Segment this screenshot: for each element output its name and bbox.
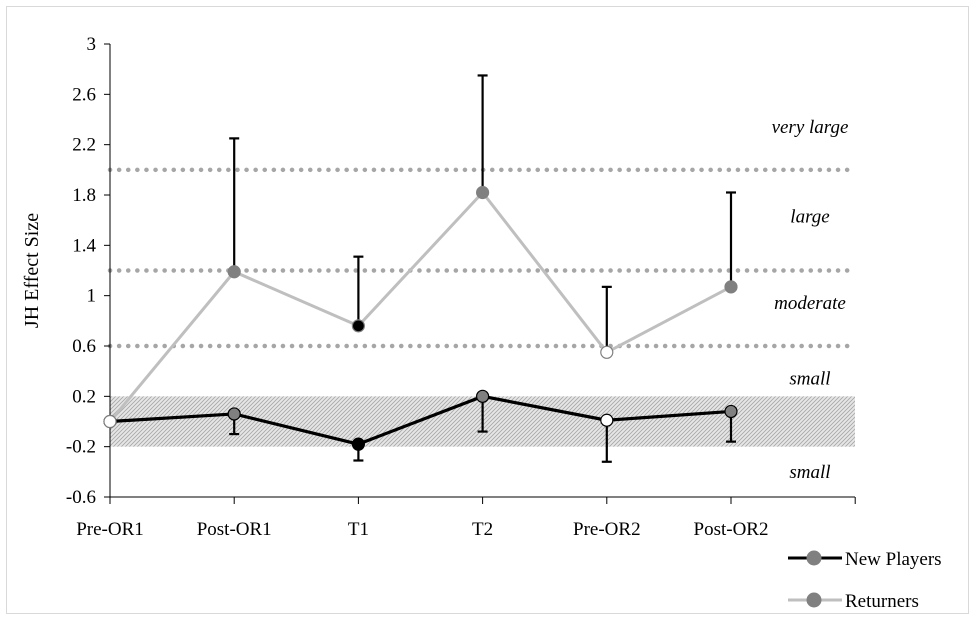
returners-point xyxy=(351,319,365,333)
y-tick-label: 1 xyxy=(87,286,97,307)
returners-point xyxy=(724,280,738,294)
y-tick-label: 2.2 xyxy=(72,135,96,156)
legend-label-returners: Returners xyxy=(845,591,919,612)
y-tick-label: 1.4 xyxy=(72,235,96,256)
new-players-point xyxy=(724,404,738,419)
y-tick-label: 0.6 xyxy=(72,336,96,357)
legend-label-new-players: New Players xyxy=(845,549,942,570)
y-axis-title: JH Effect Size xyxy=(21,213,43,328)
new-players-series-line xyxy=(109,394,732,446)
new-players-point xyxy=(600,413,614,427)
returners-series-line xyxy=(108,190,732,423)
legend-marker-returners xyxy=(806,592,822,608)
region-label: small xyxy=(789,369,830,390)
y-tick-label: 2.6 xyxy=(72,84,96,105)
y-tick-label: 3 xyxy=(87,34,97,55)
x-tick-label: Pre-OR1 xyxy=(76,519,144,540)
region-label: very large xyxy=(772,117,849,138)
returners-point xyxy=(103,414,117,429)
x-tick-label: Post-OR1 xyxy=(197,519,272,540)
y-tick-label: -0.2 xyxy=(66,437,96,458)
returners-point xyxy=(476,185,490,200)
new-players-point xyxy=(227,407,241,421)
x-tick-label: Post-OR2 xyxy=(694,519,769,540)
returners-point xyxy=(227,265,241,279)
new-players-point xyxy=(476,389,490,403)
y-tick-label: 1.8 xyxy=(72,185,96,206)
region-label: small xyxy=(789,462,830,483)
new-players-point xyxy=(351,437,365,451)
chart-frame xyxy=(6,6,969,614)
x-tick-label: T1 xyxy=(348,519,369,540)
legend-marker-new-players xyxy=(806,550,822,566)
region-label: large xyxy=(790,206,829,227)
y-tick-label: -0.6 xyxy=(66,487,96,508)
y-tick-label: 0.2 xyxy=(72,386,96,407)
x-tick-label: T2 xyxy=(472,519,493,540)
region-label: moderate xyxy=(774,293,846,314)
returners-point xyxy=(600,345,614,359)
x-tick-label: Pre-OR2 xyxy=(573,519,641,540)
